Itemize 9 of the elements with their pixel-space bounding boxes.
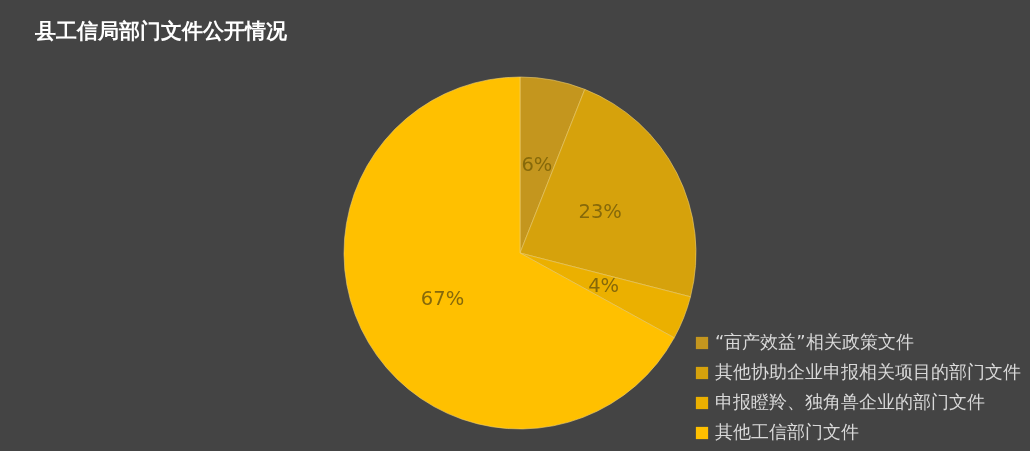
data-label: 67% xyxy=(420,286,465,310)
legend-label: “亩产效益”相关政策文件 xyxy=(715,331,914,352)
data-label: 23% xyxy=(578,200,622,224)
data-label: 4% xyxy=(588,274,620,298)
legend-label: 其他协助企业申报相关项目的部门文件 xyxy=(715,361,1021,382)
data-label: 6% xyxy=(521,152,553,176)
legend-label: 申报瞪羚、独角兽企业的部门文件 xyxy=(715,391,985,412)
legend-label: 其他工信部门文件 xyxy=(715,421,859,442)
text: 县工信局部门文件公开情况 xyxy=(34,19,288,43)
